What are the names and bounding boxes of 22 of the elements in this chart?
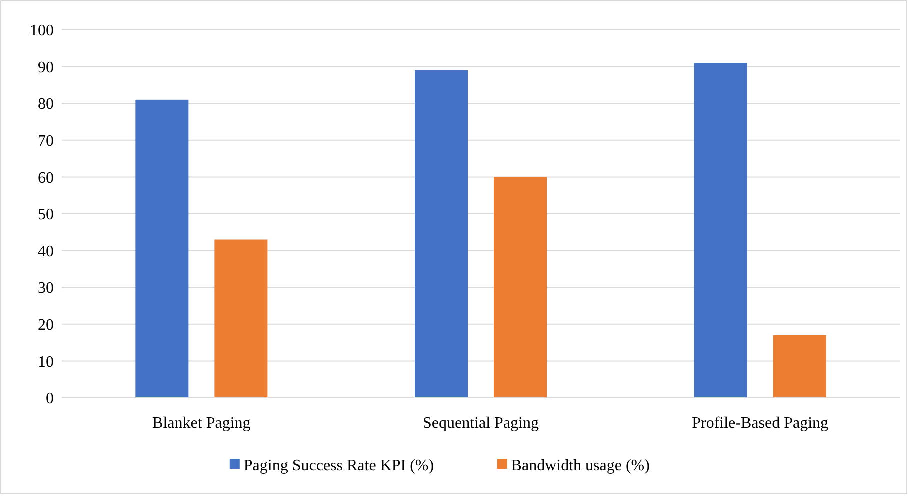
bar <box>214 240 268 398</box>
x-tick-label: Blanket Paging <box>152 415 251 432</box>
y-tick-label: 20 <box>38 317 54 334</box>
y-tick-label: 70 <box>38 133 54 150</box>
x-tick-label: Profile-Based Paging <box>692 415 829 432</box>
bar <box>415 70 468 398</box>
y-tick-label: 30 <box>38 280 54 298</box>
x-tick-label: Sequential Paging <box>423 415 539 432</box>
legend-label: Paging Success Rate KPI (%) <box>244 458 434 475</box>
y-tick-label: 80 <box>38 96 54 114</box>
bar <box>494 177 547 398</box>
bar <box>694 63 748 398</box>
y-tick-label: 40 <box>38 243 54 260</box>
y-tick-label: 10 <box>38 354 54 371</box>
y-tick-label: 90 <box>38 59 54 76</box>
legend-label: Bandwidth usage (%) <box>511 458 650 475</box>
y-tick-label: 60 <box>38 170 54 187</box>
y-tick-label: 0 <box>46 390 54 408</box>
y-tick-label: 50 <box>38 206 54 224</box>
y-tick-label: 100 <box>30 22 54 40</box>
bar <box>136 100 189 398</box>
bar <box>773 335 826 398</box>
